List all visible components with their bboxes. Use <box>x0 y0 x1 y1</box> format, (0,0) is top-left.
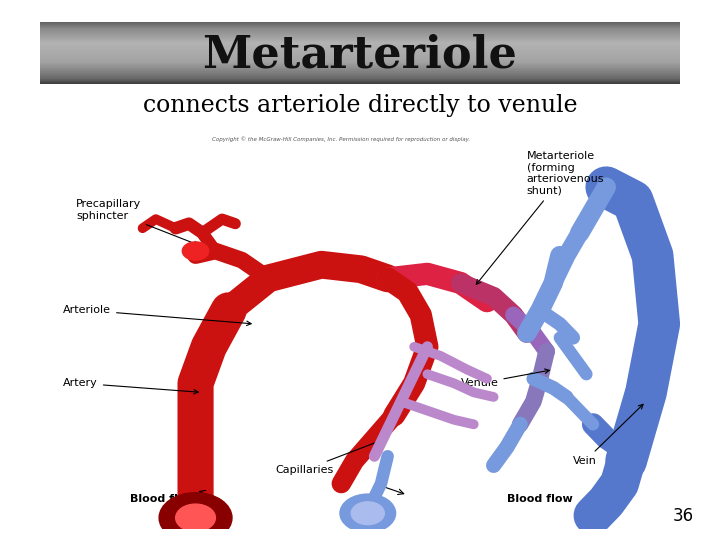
Bar <box>40 48 680 49</box>
Bar <box>40 73 680 74</box>
Bar <box>40 49 680 50</box>
Bar <box>40 34 680 35</box>
Text: Precapillary
sphincter: Precapillary sphincter <box>76 199 199 246</box>
Bar <box>40 25 680 26</box>
Bar <box>40 40 680 41</box>
Bar <box>40 77 680 78</box>
Text: Vein: Vein <box>573 404 643 466</box>
Bar <box>40 30 680 31</box>
Text: Metarteriole: Metarteriole <box>202 33 518 77</box>
Bar <box>40 66 680 67</box>
Bar <box>40 24 680 25</box>
Circle shape <box>176 504 215 531</box>
Bar <box>40 31 680 32</box>
Bar <box>40 54 680 55</box>
Bar <box>40 80 680 81</box>
Bar <box>40 60 680 62</box>
Bar <box>40 50 680 51</box>
Bar <box>40 63 680 64</box>
Bar <box>40 69 680 70</box>
Bar <box>40 47 680 48</box>
Circle shape <box>351 502 384 525</box>
Text: Blood flow: Blood flow <box>130 494 195 504</box>
Bar <box>40 56 680 57</box>
Bar <box>40 59 680 60</box>
Text: Capillaries: Capillaries <box>275 439 384 475</box>
Bar <box>40 74 680 75</box>
Bar <box>40 43 680 44</box>
Text: Venule: Venule <box>461 369 549 388</box>
Bar <box>40 26 680 27</box>
Bar <box>40 71 680 72</box>
Bar <box>40 72 680 73</box>
Bar <box>40 39 680 40</box>
Bar <box>40 67 680 68</box>
Bar <box>40 29 680 30</box>
Text: 36: 36 <box>672 507 693 525</box>
Bar <box>40 27 680 28</box>
Circle shape <box>340 494 395 532</box>
Bar <box>40 82 680 83</box>
Bar <box>40 78 680 79</box>
Bar <box>40 75 680 76</box>
Bar <box>40 79 680 80</box>
Bar <box>40 35 680 36</box>
Circle shape <box>159 492 232 540</box>
Bar <box>40 41 680 42</box>
Bar <box>40 58 680 59</box>
Bar <box>40 62 680 63</box>
Text: connects arteriole directly to venule: connects arteriole directly to venule <box>143 94 577 117</box>
Text: Copyright © the McGraw-Hill Companies, Inc. Permission required for reproduction: Copyright © the McGraw-Hill Companies, I… <box>212 137 470 142</box>
Bar <box>40 36 680 37</box>
Bar <box>40 55 680 56</box>
Text: Artery: Artery <box>63 379 198 394</box>
Bar <box>40 52 680 53</box>
Text: Blood flow: Blood flow <box>507 494 573 504</box>
Circle shape <box>182 242 209 260</box>
Bar <box>40 65 680 66</box>
Bar <box>40 23 680 24</box>
Bar <box>40 32 680 33</box>
Bar <box>40 57 680 58</box>
Bar <box>40 46 680 47</box>
Bar <box>40 51 680 52</box>
Bar <box>40 83 680 84</box>
Bar <box>40 81 680 82</box>
Bar <box>40 22 680 23</box>
Text: Arteriole: Arteriole <box>63 305 251 326</box>
Bar <box>40 76 680 77</box>
Bar <box>40 45 680 46</box>
Bar <box>40 70 680 71</box>
Bar <box>40 44 680 45</box>
Bar <box>40 37 680 38</box>
Bar <box>40 42 680 43</box>
Bar <box>40 53 680 54</box>
Bar <box>40 64 680 65</box>
Text: Metarteriole
(forming
arteriovenous
shunt): Metarteriole (forming arteriovenous shun… <box>477 151 604 285</box>
Bar <box>40 68 680 69</box>
Bar <box>40 28 680 29</box>
Bar <box>40 33 680 34</box>
Bar <box>40 38 680 39</box>
